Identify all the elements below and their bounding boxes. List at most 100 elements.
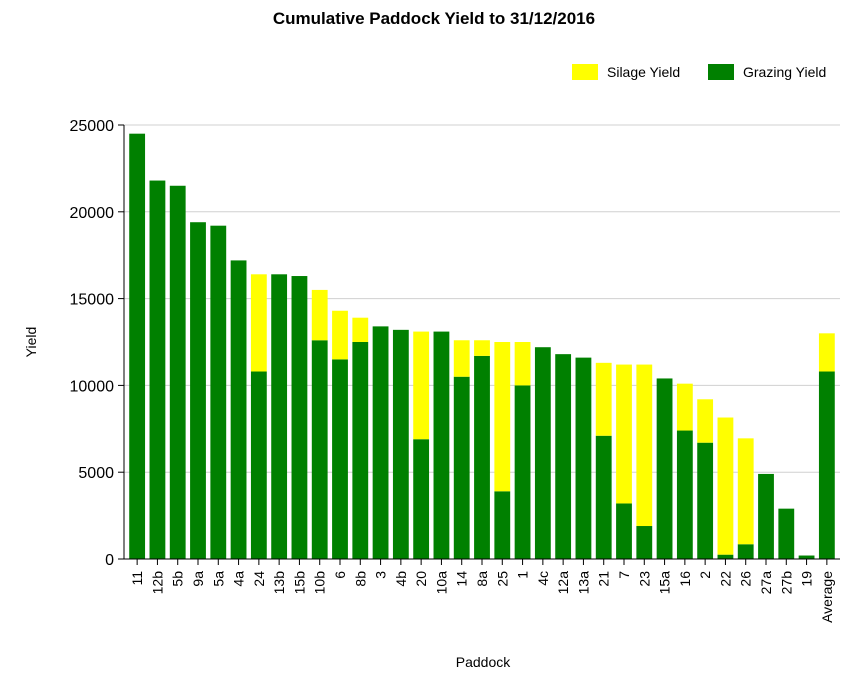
x-tick-label: 19 xyxy=(799,571,815,587)
bar-grazing-8a xyxy=(474,355,490,559)
legend-label-grazing: Grazing Yield xyxy=(743,64,826,80)
bar-grazing-26 xyxy=(737,544,754,559)
bar-grazing-27b xyxy=(778,508,795,559)
x-tick-label: 16 xyxy=(677,571,693,587)
bar-grazing-12b xyxy=(149,180,166,559)
bar-silage-23 xyxy=(636,364,653,527)
x-tick-label: 11 xyxy=(129,571,145,586)
bar-grazing-7 xyxy=(616,503,632,559)
x-tick-label: 26 xyxy=(738,571,754,587)
bar-silage-22 xyxy=(717,417,734,555)
bar-grazing-23 xyxy=(636,526,653,559)
x-tick-label: 12b xyxy=(149,571,165,595)
x-tick-label: 6 xyxy=(332,571,348,579)
x-tick-label: 9a xyxy=(190,571,206,587)
bar-grazing-13a xyxy=(575,357,592,559)
x-tick-label: 10b xyxy=(312,571,328,595)
x-tick-label: 25 xyxy=(494,571,510,587)
bar-grazing-16 xyxy=(676,430,693,559)
y-tick-label: 10000 xyxy=(70,378,115,395)
bar-silage-16 xyxy=(676,383,693,431)
bar-grazing-3 xyxy=(372,326,389,559)
bar-grazing-25 xyxy=(494,491,511,559)
x-tick-label: 14 xyxy=(454,571,470,587)
bar-grazing-22 xyxy=(717,554,734,559)
bar-silage-24 xyxy=(250,274,267,372)
bar-silage-1 xyxy=(514,342,531,386)
bar-grazing-8b xyxy=(352,342,369,559)
legend-swatch-grazing xyxy=(708,64,734,80)
x-tick-label: 12a xyxy=(555,571,571,595)
y-tick-label: 0 xyxy=(105,552,114,569)
bar-grazing-12a xyxy=(555,354,572,559)
y-tick-label: 25000 xyxy=(70,118,115,135)
bar-grazing-15b xyxy=(291,276,308,559)
bar-grazing-2 xyxy=(697,442,714,559)
x-axis-title: Paddock xyxy=(456,654,511,670)
x-tick-label: 2 xyxy=(697,571,713,579)
y-axis-ticks: 0 5000 10000 15000 20000 25000 xyxy=(70,118,124,569)
chart-title: Cumulative Paddock Yield to 31/12/2016 xyxy=(273,9,595,28)
bar-silage-14 xyxy=(453,340,470,377)
bars xyxy=(129,133,835,560)
legend: Silage Yield Grazing Yield xyxy=(572,64,826,80)
bar-grazing-19 xyxy=(798,555,815,559)
bar-grazing-20 xyxy=(413,439,430,559)
bar-grazing-27a xyxy=(758,473,774,559)
bar-grazing-1 xyxy=(514,385,531,559)
bar-grazing-21 xyxy=(595,435,612,559)
bar-grazing-24 xyxy=(250,371,267,559)
bar-silage-10b xyxy=(311,289,328,341)
bar-grazing-14 xyxy=(453,376,470,559)
x-tick-label: 4b xyxy=(393,571,409,587)
bar-grazing-9a xyxy=(190,222,206,559)
x-tick-label: 8b xyxy=(352,571,368,587)
bar-silage-2 xyxy=(697,399,714,443)
x-tick-label: 27a xyxy=(758,571,774,595)
bar-silage-26 xyxy=(737,438,754,545)
bar-grazing-4a xyxy=(230,260,247,559)
x-tick-label: 3 xyxy=(373,571,389,579)
bar-grazing-10b xyxy=(311,340,328,559)
bar-silage-8a xyxy=(474,340,490,356)
bar-grazing-11 xyxy=(129,133,146,559)
bar-silage-6 xyxy=(332,310,348,360)
bar-silage-20 xyxy=(413,331,430,440)
x-tick-label: 15b xyxy=(291,571,307,595)
bar-grazing-average xyxy=(818,371,835,559)
x-tick-label: 10a xyxy=(433,571,449,595)
bar-silage-7 xyxy=(616,364,632,504)
x-tick-label: 13b xyxy=(271,571,287,595)
x-tick-label: 4c xyxy=(535,571,551,586)
x-axis-ticks: 11 12b 5b 9a 5a 4a 24 13b 15b 10b 6 8b 3 4b 20 10a 14 8a 2… xyxy=(129,559,835,623)
bar-grazing-5b xyxy=(169,185,186,559)
bar-silage-25 xyxy=(494,342,511,492)
bar-grazing-13b xyxy=(271,274,288,559)
bar-silage-21 xyxy=(595,362,612,436)
x-tick-label: 15a xyxy=(657,571,673,595)
bar-grazing-10a xyxy=(433,331,450,559)
legend-swatch-silage xyxy=(572,64,598,80)
bar-grazing-15a xyxy=(656,378,673,559)
bar-grazing-5a xyxy=(210,225,227,560)
x-tick-label: 20 xyxy=(413,571,429,587)
bar-grazing-4b xyxy=(392,329,409,559)
legend-label-silage: Silage Yield xyxy=(607,64,680,80)
x-tick-label: 21 xyxy=(596,571,612,587)
x-tick-label: 8a xyxy=(474,571,490,587)
x-tick-label: 7 xyxy=(616,571,632,579)
x-tick-label: 5a xyxy=(210,571,226,587)
x-tick-label: 4a xyxy=(231,571,247,587)
x-tick-label: 22 xyxy=(717,571,733,587)
x-tick-label: 24 xyxy=(251,571,267,587)
bar-silage-average xyxy=(818,333,835,372)
x-tick-label: 23 xyxy=(636,571,652,587)
x-tick-label: 27b xyxy=(778,571,794,595)
y-tick-label: 20000 xyxy=(70,205,115,222)
y-axis-title: Yield xyxy=(23,327,39,358)
x-tick-label: 5b xyxy=(170,571,186,587)
bar-grazing-4c xyxy=(534,347,551,559)
bar-grazing-6 xyxy=(332,359,348,559)
bar-silage-8b xyxy=(352,317,369,342)
